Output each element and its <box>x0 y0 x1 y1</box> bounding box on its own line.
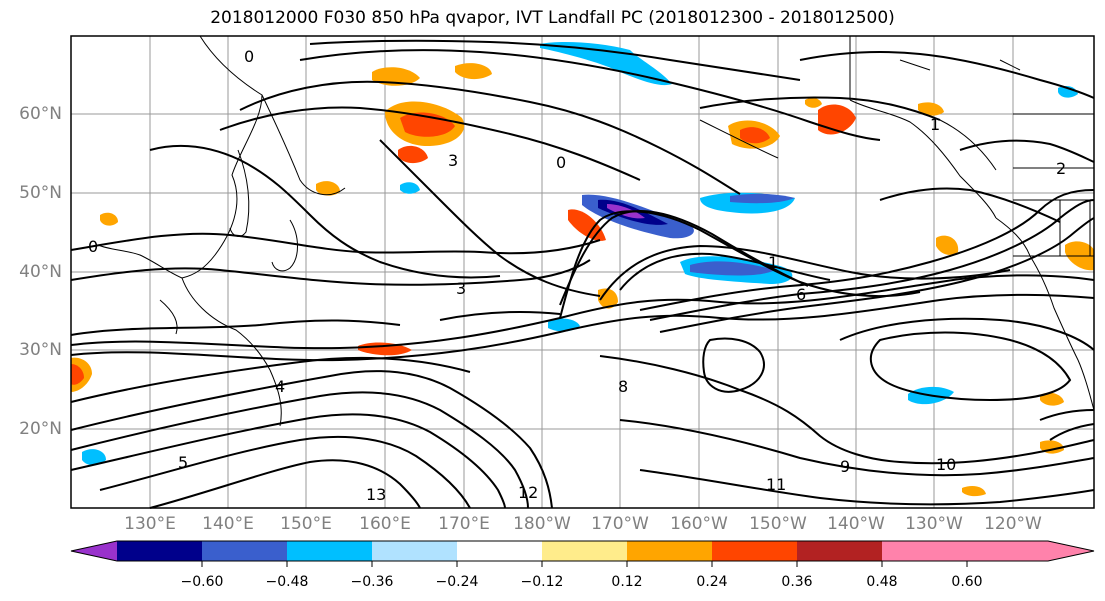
ivt-contours <box>70 39 1095 509</box>
lat-label: 30°N <box>19 340 62 360</box>
lat-label: 20°N <box>19 419 62 439</box>
lon-label: 170°W <box>591 514 649 534</box>
contour-label: 3 <box>448 151 458 170</box>
coastlines <box>97 35 1095 427</box>
contour-label: 12 <box>518 483 538 502</box>
colorbar-tick-label: 0.12 <box>611 574 643 590</box>
colorbar-tick-label: −0.12 <box>520 574 564 590</box>
contour-label: 0 <box>556 153 566 172</box>
lon-label: 130°E <box>124 514 176 534</box>
lon-label: 150°W <box>749 514 807 534</box>
colorbar-tick-label: 0.60 <box>951 574 983 590</box>
contour-label: 1 <box>768 253 778 272</box>
colorbar-tick-label: 0.24 <box>696 574 728 590</box>
colorbar-swatch <box>117 541 202 561</box>
lon-label: 130°W <box>905 514 963 534</box>
colorbar-tick-label: 0.36 <box>781 574 813 590</box>
contour-label: 5 <box>178 453 188 472</box>
colorbar-swatch <box>712 541 797 561</box>
colorbar-outline <box>70 540 1095 562</box>
map-title: 2018012000 F030 850 hPa qvapor, IVT Land… <box>210 8 895 28</box>
contour-label: 6 <box>796 285 806 304</box>
colorbar-tick-label: −0.48 <box>265 574 309 590</box>
colorbar-swatch <box>202 541 287 561</box>
colorbar-swatch <box>797 541 882 561</box>
lon-label: 140°E <box>202 514 254 534</box>
colorbar <box>70 540 1095 567</box>
contour-label: 0 <box>244 47 254 66</box>
lat-label: 40°N <box>19 262 62 282</box>
colorbar-swatch <box>457 541 542 561</box>
colorbar-tick-label: −0.60 <box>180 574 224 590</box>
colorbar-swatch <box>627 541 712 561</box>
contour-label: 1 <box>930 115 940 134</box>
colorbar-tick-label: −0.36 <box>350 574 394 590</box>
colorbar-swatch <box>882 541 1094 561</box>
lon-label: 160°E <box>359 514 411 534</box>
colorbar-tick-label: 0.48 <box>866 574 898 590</box>
colorbar-swatch <box>542 541 627 561</box>
contour-label: 2 <box>1056 159 1066 178</box>
lon-label: 150°E <box>280 514 332 534</box>
map-frame <box>70 35 1095 509</box>
contour-label: 8 <box>618 377 628 396</box>
contour-label: 13 <box>366 485 386 504</box>
contour-label: 9 <box>840 457 850 476</box>
lon-label: 180°W <box>513 514 571 534</box>
contour-label: 0 <box>88 237 98 256</box>
contour-label: 11 <box>766 475 786 494</box>
colorbar-tick-label: −0.24 <box>435 574 479 590</box>
lon-label: 140°W <box>827 514 885 534</box>
colorbar-swatch <box>372 541 457 561</box>
lon-label: 170°E <box>438 514 490 534</box>
colorbar-swatch <box>287 541 372 561</box>
contour-label: 4 <box>275 377 285 396</box>
colorbar-swatch <box>71 541 117 561</box>
contour-label: 3 <box>456 279 466 298</box>
lat-label: 50°N <box>19 183 62 203</box>
lon-label: 160°W <box>670 514 728 534</box>
lon-label: 120°W <box>984 514 1042 534</box>
contour-label: 10 <box>936 455 956 474</box>
lat-label: 60°N <box>19 104 62 124</box>
contour-labels: 0 0 0 1 1 2 3 3 4 5 6 8 9 10 11 12 13 <box>88 47 1066 504</box>
